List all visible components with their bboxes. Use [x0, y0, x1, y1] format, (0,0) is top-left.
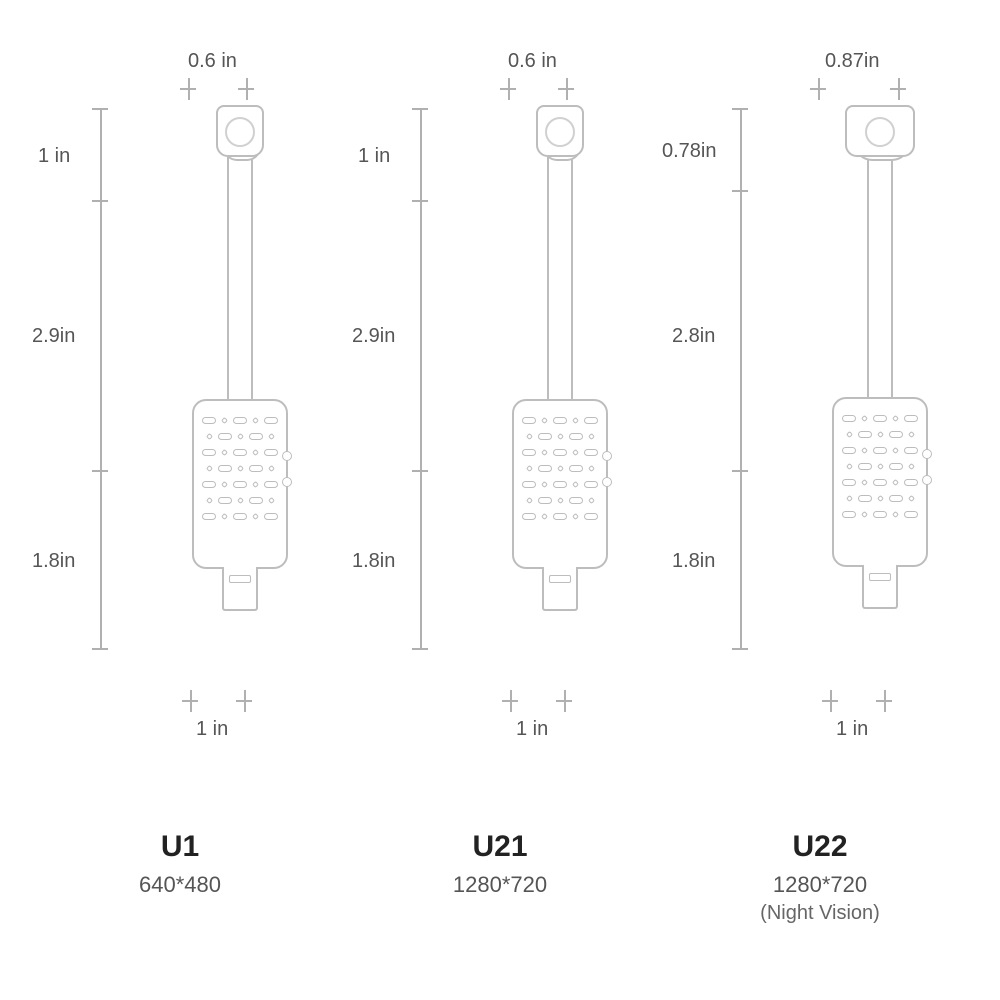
model-name: U22 — [670, 830, 970, 864]
tick — [732, 648, 748, 650]
camera-head — [845, 105, 915, 157]
tick — [890, 88, 906, 90]
tick — [420, 108, 422, 648]
dim-neck-length: 2.9in — [352, 325, 395, 348]
dim-head-height: 1 in — [38, 145, 70, 168]
caption-u1: U1 640*480 — [30, 830, 330, 902]
dim-head-width: 0.87in — [825, 50, 880, 73]
caption-u22: U22 1280*720 (Night Vision) — [670, 830, 970, 925]
tick — [822, 700, 838, 702]
side-buttons — [282, 451, 292, 487]
usb-body — [512, 399, 608, 569]
note: (Night Vision) — [670, 902, 970, 925]
resolution: 1280*720 — [350, 872, 650, 898]
dim-neck-length: 2.9in — [32, 325, 75, 348]
gooseneck — [227, 139, 253, 399]
gooseneck — [867, 137, 893, 397]
tick — [236, 700, 252, 702]
tick — [92, 108, 108, 110]
tick — [412, 200, 428, 202]
side-buttons — [922, 449, 932, 485]
tick — [556, 700, 572, 702]
dim-head-height: 0.78in — [662, 140, 717, 163]
camera-head — [216, 105, 264, 157]
tick — [558, 88, 574, 90]
gooseneck — [547, 139, 573, 399]
tick — [412, 648, 428, 650]
dim-body-length: 1.8in — [672, 550, 715, 573]
tick — [92, 200, 108, 202]
tick — [92, 648, 108, 650]
tick — [92, 470, 108, 472]
device-drawing — [820, 105, 940, 609]
usb-body — [192, 399, 288, 569]
resolution: 640*480 — [30, 872, 330, 898]
side-buttons — [602, 451, 612, 487]
dim-usb-width: 1 in — [516, 718, 548, 741]
dim-head-width: 0.6 in — [188, 50, 237, 73]
tick — [732, 470, 748, 472]
dim-head-height: 1 in — [358, 145, 390, 168]
dim-head-width: 0.6 in — [508, 50, 557, 73]
tick — [412, 108, 428, 110]
tick — [810, 88, 826, 90]
caption-u21: U21 1280*720 — [350, 830, 650, 902]
model-name: U1 — [30, 830, 330, 864]
dim-neck-length: 2.8in — [672, 325, 715, 348]
tick — [500, 88, 516, 90]
tick — [732, 190, 748, 192]
usb-plug — [542, 567, 578, 611]
tick — [180, 88, 196, 90]
device-drawing — [500, 105, 620, 611]
tick — [740, 108, 742, 648]
dim-usb-width: 1 in — [196, 718, 228, 741]
vent-grid — [844, 415, 916, 518]
camera-head — [536, 105, 584, 157]
dim-body-length: 1.8in — [352, 550, 395, 573]
tick — [876, 700, 892, 702]
vent-grid — [524, 417, 596, 520]
tick — [412, 470, 428, 472]
device-drawing — [180, 105, 300, 611]
model-name: U21 — [350, 830, 650, 864]
tick — [732, 108, 748, 110]
tick — [502, 700, 518, 702]
vent-grid — [204, 417, 276, 520]
products-row: 0.6 in 1 in 2.9in 1.8in 1 in — [0, 0, 1000, 50]
dim-usb-width: 1 in — [836, 718, 868, 741]
resolution: 1280*720 — [670, 872, 970, 898]
usb-plug — [862, 565, 898, 609]
usb-plug — [222, 567, 258, 611]
dim-body-length: 1.8in — [32, 550, 75, 573]
usb-body — [832, 397, 928, 567]
tick — [182, 700, 198, 702]
tick — [238, 88, 254, 90]
tick — [100, 108, 102, 648]
